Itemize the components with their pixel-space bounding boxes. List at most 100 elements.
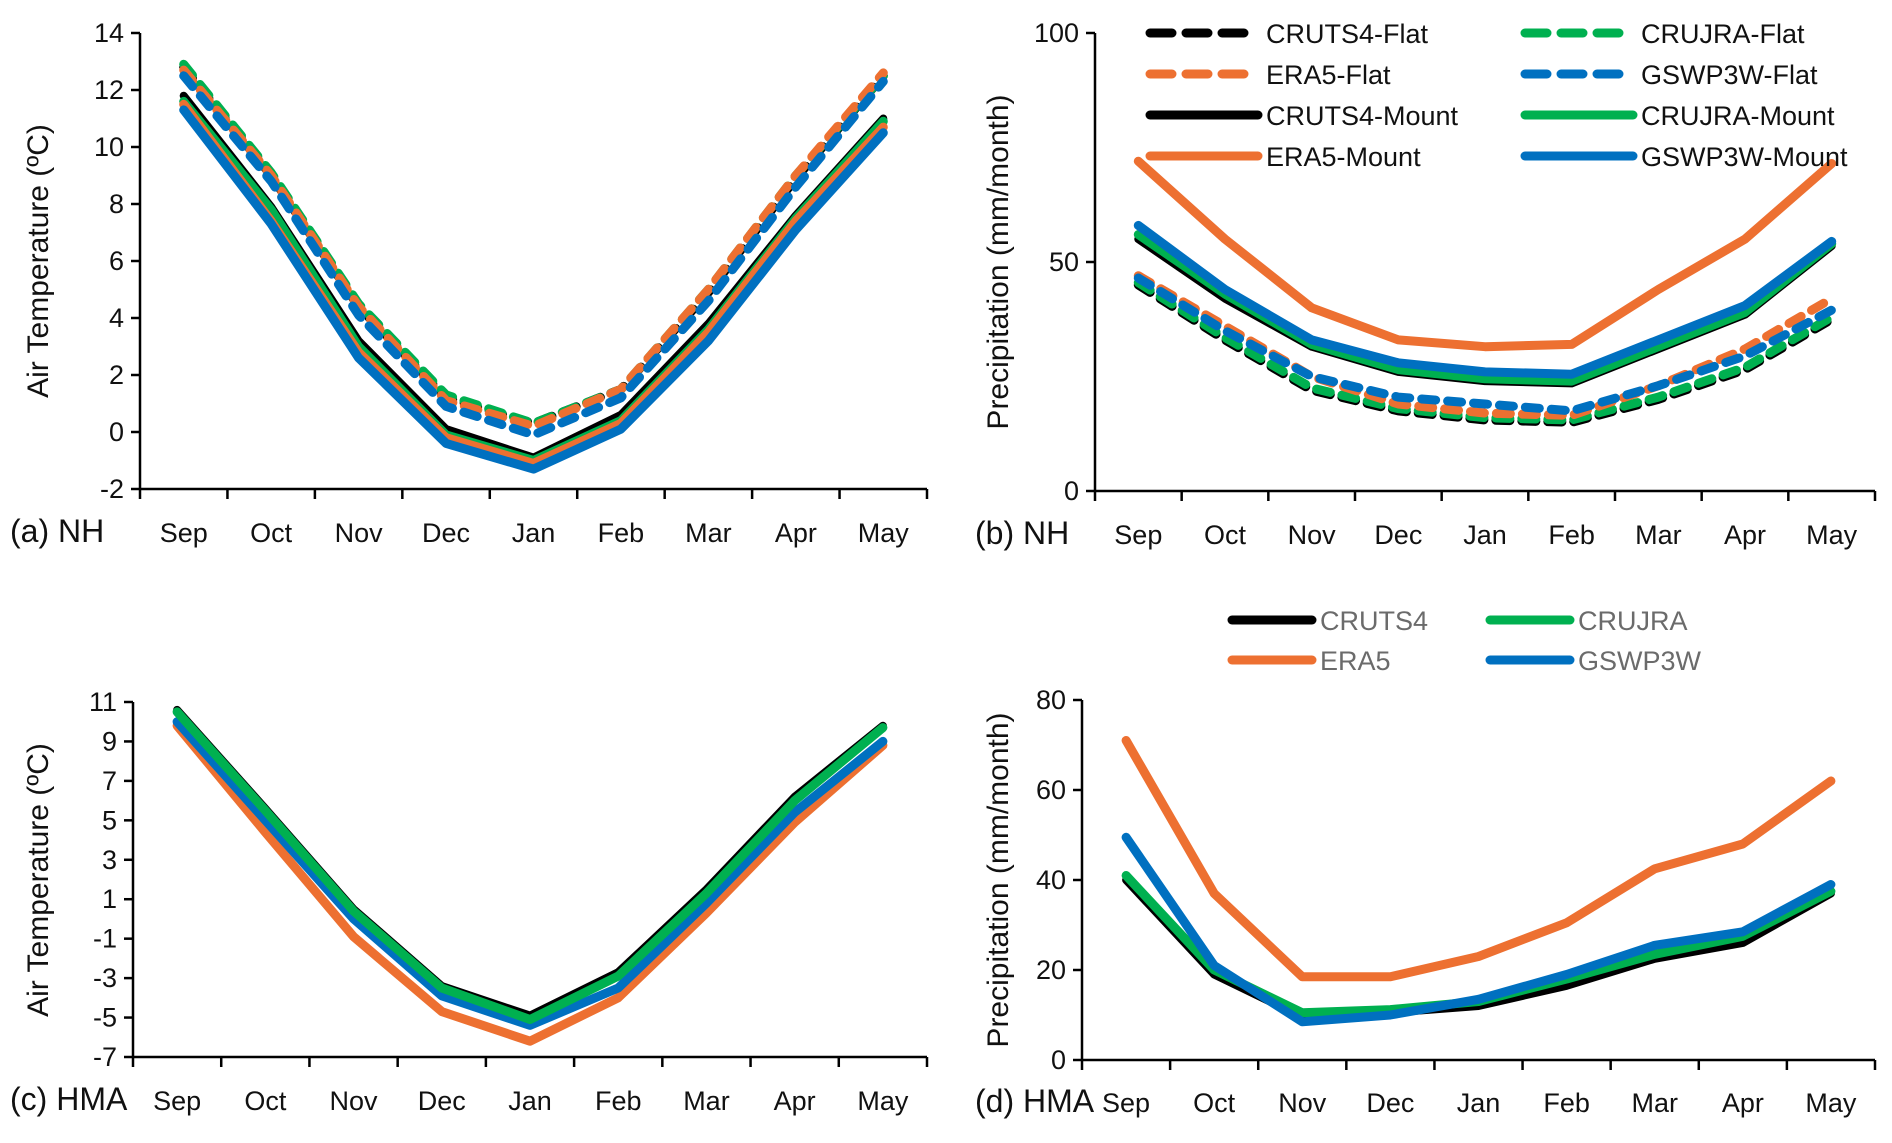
- panel-b: 0 50 100 Sep Oct Nov Dec Jan Feb Mar Apr May Precipi…: [975, 18, 1877, 551]
- y-tick-label: 12: [94, 75, 124, 105]
- x-tick-label: Oct: [1193, 1088, 1236, 1118]
- y-tick-label: 5: [102, 805, 117, 835]
- series-line-era5: [1121, 736, 1836, 982]
- y-tick-label: -5: [93, 1003, 117, 1033]
- y-tick-label: 10: [94, 132, 124, 162]
- y-tick-label: 1: [102, 884, 117, 914]
- panel-d: 0 20 40 60 80 Sep Oct Nov Dec Jan Feb Mar Apr May Prec…: [975, 606, 1877, 1119]
- panel-a: -2 0 2 4 6 8 10 12 14 Sep Oct Nov Dec Jan Feb Mar Apr May…: [10, 18, 929, 549]
- x-tick-label: Mar: [683, 1086, 730, 1116]
- series-line-gswp3w-mount: [1133, 220, 1837, 379]
- series-line-crujra-flat: [1133, 278, 1837, 425]
- legend-label: CRUJRA-Mount: [1641, 101, 1835, 131]
- legend-label: CRUJRA: [1578, 606, 1688, 636]
- series-line-crujra-mount: [179, 96, 888, 465]
- y-tick-label: 11: [89, 687, 117, 717]
- legend-label: CRUJRA-Flat: [1641, 19, 1805, 49]
- x-tick-label: Dec: [1366, 1088, 1414, 1118]
- y-tick-label: -1: [93, 924, 117, 954]
- x-tick-label: Feb: [598, 518, 645, 548]
- x-tick-label: Apr: [1724, 520, 1766, 550]
- x-tick-label: Dec: [422, 518, 470, 548]
- y-tick-label: -7: [93, 1042, 117, 1072]
- y-tick-label: 60: [1036, 775, 1066, 805]
- x-tick-label: Mar: [1635, 520, 1682, 550]
- panel-label: (c) HMA: [10, 1081, 128, 1117]
- x-tick-label: Apr: [1722, 1088, 1764, 1118]
- y-axis-title: Precipitation (mm/month): [982, 712, 1015, 1047]
- y-tick-label: -2: [100, 474, 124, 504]
- y-tick-label: 14: [94, 18, 124, 48]
- x-tick-label: Nov: [1278, 1088, 1327, 1118]
- x-tick-label: Dec: [1374, 520, 1422, 550]
- legend-label: ERA5-Mount: [1266, 142, 1421, 172]
- series-line-gswp3w-mount: [179, 105, 888, 474]
- x-tick-label: Feb: [1548, 520, 1595, 550]
- series-line-era5-mount: [1133, 156, 1837, 352]
- legend-label: GSWP3W-Flat: [1641, 60, 1818, 90]
- x-tick-label: Sep: [1102, 1088, 1150, 1118]
- y-tick-label: 100: [1034, 18, 1079, 48]
- series-line-crujra: [1121, 871, 1836, 1018]
- y-axis-title: Air Temperature (ºC): [22, 124, 55, 398]
- y-axis-title: Air Temperature (ºC): [22, 743, 55, 1017]
- x-tick-label: Jan: [1457, 1088, 1501, 1118]
- y-tick-label: 6: [109, 246, 124, 276]
- x-tick-label: Nov: [335, 518, 384, 548]
- y-tick-label: 8: [109, 189, 124, 219]
- x-tick-label: Apr: [774, 1086, 816, 1116]
- y-tick-label: 2: [109, 360, 124, 390]
- legend-label: ERA5-Flat: [1266, 60, 1391, 90]
- panel-label: (b) NH: [975, 515, 1069, 551]
- series-line-era5-mount: [179, 99, 888, 468]
- series-line-gswp3w-flat: [179, 71, 888, 440]
- y-tick-label: 9: [102, 726, 117, 756]
- x-tick-label: Jan: [508, 1086, 552, 1116]
- series-line-gswp3w: [172, 717, 888, 1030]
- legend-label: GSWP3W-Mount: [1641, 142, 1848, 172]
- x-tick-label: Oct: [244, 1086, 287, 1116]
- x-tick-label: Feb: [1543, 1088, 1590, 1118]
- series-line-gswp3w: [1121, 832, 1836, 1027]
- x-tick-label: Jan: [1463, 520, 1507, 550]
- y-tick-label: 50: [1049, 247, 1079, 277]
- series-line-cruts4: [173, 705, 887, 1020]
- x-tick-label: Nov: [1288, 520, 1337, 550]
- y-tick-label: 80: [1036, 685, 1066, 715]
- x-tick-label: May: [1806, 520, 1858, 550]
- y-tick-label: -3: [93, 963, 117, 993]
- x-tick-label: Sep: [153, 1086, 201, 1116]
- legend-label: CRUTS4: [1320, 606, 1428, 636]
- x-tick-label: Feb: [595, 1086, 642, 1116]
- y-tick-label: 0: [1064, 476, 1079, 506]
- legend-label: GSWP3W: [1578, 646, 1702, 676]
- series-line-gswp3w-flat: [1133, 273, 1837, 416]
- panel-c: -7 -5 -3 -1 1 3 5 7 9 11 Sep Oct Nov Dec Jan Feb Mar Apr M…: [10, 687, 929, 1117]
- y-tick-label: 4: [109, 303, 124, 333]
- y-tick-label: 3: [102, 845, 117, 875]
- x-tick-label: Mar: [1631, 1088, 1678, 1118]
- x-tick-label: Dec: [418, 1086, 466, 1116]
- y-tick-label: 7: [102, 766, 117, 796]
- legend-label: CRUTS4-Flat: [1266, 19, 1429, 49]
- legend: CRUTS4 CRUJRA ERA5 GSWP3W: [1227, 606, 1702, 676]
- y-tick-label: 20: [1036, 955, 1066, 985]
- legend-label: CRUTS4-Mount: [1266, 101, 1459, 131]
- y-tick-label: 0: [1051, 1045, 1066, 1075]
- x-tick-label: Jan: [512, 518, 556, 548]
- panel-label: (d) HMA: [975, 1083, 1095, 1119]
- x-tick-label: Sep: [1114, 520, 1162, 550]
- x-tick-label: Oct: [1204, 520, 1247, 550]
- x-tick-label: Nov: [330, 1086, 379, 1116]
- legend-label: ERA5: [1320, 646, 1391, 676]
- y-axis-title: Precipitation (mm/month): [982, 94, 1015, 429]
- x-tick-label: May: [858, 518, 910, 548]
- y-tick-label: 40: [1036, 865, 1066, 895]
- legend: CRUTS4-Flat CRUJRA-Flat ERA5-Flat GSWP3W-Fl…: [1145, 19, 1848, 172]
- x-tick-label: May: [857, 1086, 909, 1116]
- y-tick-label: 0: [109, 417, 124, 447]
- series-line-era5: [172, 721, 888, 1046]
- series-line-cruts4-mount: [179, 91, 888, 462]
- x-tick-label: Apr: [775, 518, 817, 548]
